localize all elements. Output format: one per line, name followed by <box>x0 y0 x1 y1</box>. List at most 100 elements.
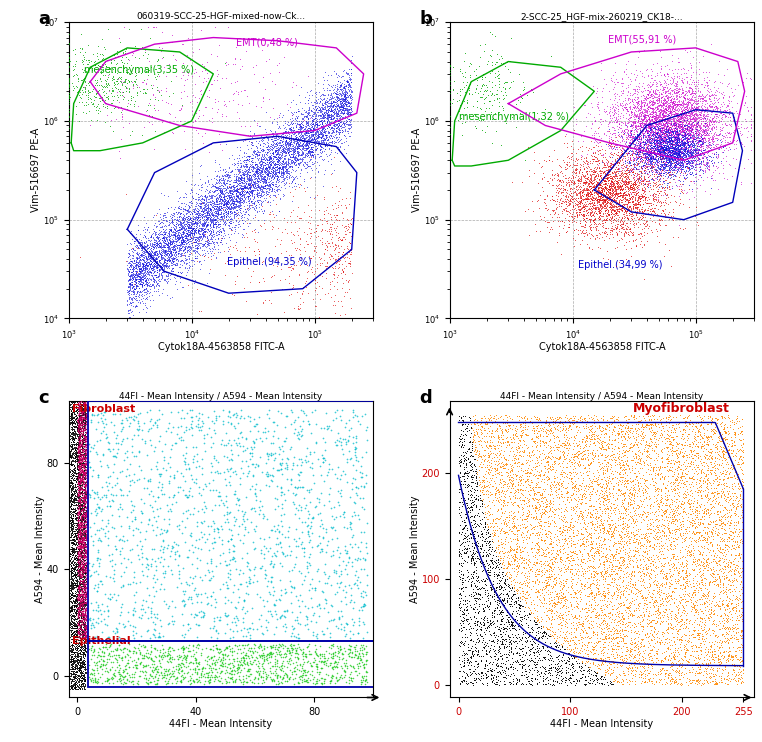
Point <box>690 165 702 177</box>
Point <box>516 531 528 543</box>
Point <box>679 111 691 122</box>
Point <box>78 504 91 516</box>
Point <box>155 249 167 261</box>
Point <box>539 456 552 467</box>
Point <box>327 670 339 682</box>
Point <box>204 205 216 217</box>
Point <box>146 263 158 275</box>
Point <box>633 135 645 147</box>
Point <box>171 428 184 440</box>
Point <box>587 625 599 637</box>
Point <box>557 600 569 611</box>
Point <box>287 229 299 241</box>
Point <box>79 562 91 574</box>
Point <box>78 455 91 467</box>
Point <box>233 169 245 181</box>
Point <box>655 141 668 153</box>
Point <box>264 656 276 668</box>
Point <box>157 643 169 655</box>
Point <box>633 132 645 144</box>
Point <box>65 591 77 603</box>
Point <box>637 482 649 494</box>
Point <box>242 639 255 651</box>
Point <box>646 658 658 670</box>
Point <box>561 416 573 428</box>
Point <box>665 139 677 151</box>
Point <box>668 145 680 157</box>
Point <box>668 98 680 110</box>
Point <box>335 99 347 111</box>
Point <box>592 154 604 165</box>
Point <box>495 631 507 643</box>
Point <box>78 590 91 602</box>
Point <box>72 624 85 636</box>
Point <box>79 533 91 545</box>
Point <box>495 622 507 634</box>
Point <box>275 234 287 246</box>
Point <box>742 104 754 116</box>
Point <box>64 450 76 462</box>
Point <box>720 635 732 647</box>
Point <box>171 649 183 661</box>
Point <box>597 599 610 611</box>
Point <box>237 166 249 178</box>
Point <box>659 144 671 156</box>
Point <box>680 418 692 430</box>
Point <box>613 110 626 122</box>
Point <box>649 190 661 202</box>
Point <box>69 493 81 505</box>
Point <box>725 585 737 597</box>
Point <box>556 495 568 507</box>
Point <box>473 553 485 565</box>
Point <box>102 68 114 80</box>
Point <box>570 207 582 219</box>
Point <box>156 247 168 259</box>
Point <box>75 456 87 467</box>
Point <box>64 548 76 560</box>
Point <box>568 451 580 463</box>
Point <box>653 162 665 174</box>
Point <box>74 605 86 617</box>
Point <box>577 214 589 226</box>
Point <box>199 190 211 202</box>
Point <box>637 410 649 422</box>
Point <box>225 206 237 218</box>
Point <box>657 611 669 623</box>
Point <box>75 500 87 512</box>
Point <box>334 80 346 92</box>
Point <box>723 443 735 455</box>
Point <box>575 623 587 634</box>
Point <box>299 675 312 687</box>
Point <box>642 610 655 622</box>
Point <box>72 455 85 467</box>
Point <box>585 202 597 214</box>
Point <box>668 115 680 127</box>
Point <box>647 542 659 554</box>
Point <box>523 629 535 641</box>
Point <box>494 512 506 524</box>
Point <box>716 467 728 479</box>
Point <box>687 458 700 470</box>
Point <box>517 528 529 539</box>
Point <box>655 141 668 153</box>
Point <box>70 668 82 680</box>
Point <box>226 187 239 199</box>
Point <box>329 137 341 148</box>
Point <box>162 206 174 218</box>
Point <box>698 562 710 574</box>
Point <box>188 211 200 223</box>
Point <box>495 638 507 650</box>
Point <box>581 203 594 215</box>
Point <box>667 150 679 162</box>
Point <box>658 162 671 174</box>
Point <box>666 100 678 112</box>
Point <box>674 101 687 113</box>
Point <box>689 80 701 92</box>
Point <box>293 212 305 224</box>
Point <box>72 442 84 454</box>
Point <box>187 227 200 239</box>
Point <box>296 536 308 548</box>
Point <box>620 139 632 151</box>
Point <box>339 94 351 106</box>
Point <box>540 548 552 560</box>
